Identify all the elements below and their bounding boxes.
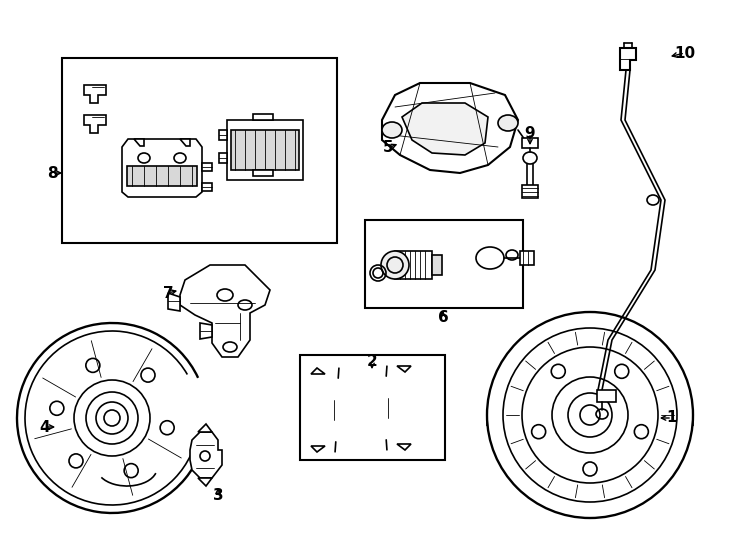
Polygon shape: [198, 478, 212, 486]
Polygon shape: [397, 366, 411, 372]
Polygon shape: [134, 139, 144, 146]
Polygon shape: [84, 85, 106, 103]
Polygon shape: [522, 185, 538, 198]
Polygon shape: [202, 183, 212, 191]
Bar: [300, 355, 445, 460]
Polygon shape: [522, 138, 538, 148]
Ellipse shape: [382, 122, 402, 138]
Polygon shape: [432, 255, 442, 275]
Ellipse shape: [487, 312, 693, 518]
Ellipse shape: [476, 247, 504, 269]
Text: 5: 5: [382, 140, 393, 156]
Polygon shape: [180, 265, 270, 357]
Text: 10: 10: [675, 45, 696, 60]
Text: 4: 4: [40, 420, 51, 435]
Ellipse shape: [381, 251, 409, 279]
Text: 3: 3: [213, 489, 223, 503]
Text: 1: 1: [666, 410, 677, 426]
Polygon shape: [520, 251, 534, 265]
Bar: [62, 58, 337, 243]
Text: 6: 6: [437, 310, 448, 326]
Ellipse shape: [498, 115, 518, 131]
Polygon shape: [253, 170, 273, 176]
Polygon shape: [84, 115, 106, 133]
Polygon shape: [202, 163, 212, 171]
Text: 8: 8: [47, 165, 57, 180]
Polygon shape: [198, 424, 212, 432]
Polygon shape: [122, 139, 202, 197]
Text: 9: 9: [525, 125, 535, 140]
Polygon shape: [620, 48, 636, 70]
Polygon shape: [200, 323, 212, 339]
Polygon shape: [311, 446, 325, 452]
Polygon shape: [190, 432, 222, 478]
Polygon shape: [219, 153, 227, 163]
Polygon shape: [395, 251, 432, 279]
Polygon shape: [127, 166, 197, 186]
Polygon shape: [219, 130, 227, 140]
Polygon shape: [382, 83, 518, 173]
Polygon shape: [402, 103, 488, 155]
Polygon shape: [397, 444, 411, 450]
Polygon shape: [597, 390, 616, 402]
Polygon shape: [253, 114, 273, 120]
Text: 2: 2: [366, 354, 377, 369]
Polygon shape: [180, 139, 190, 146]
Polygon shape: [227, 120, 303, 180]
Polygon shape: [168, 293, 180, 311]
Polygon shape: [311, 368, 325, 374]
Bar: [365, 220, 523, 308]
Polygon shape: [231, 130, 299, 170]
Text: 7: 7: [163, 286, 173, 300]
